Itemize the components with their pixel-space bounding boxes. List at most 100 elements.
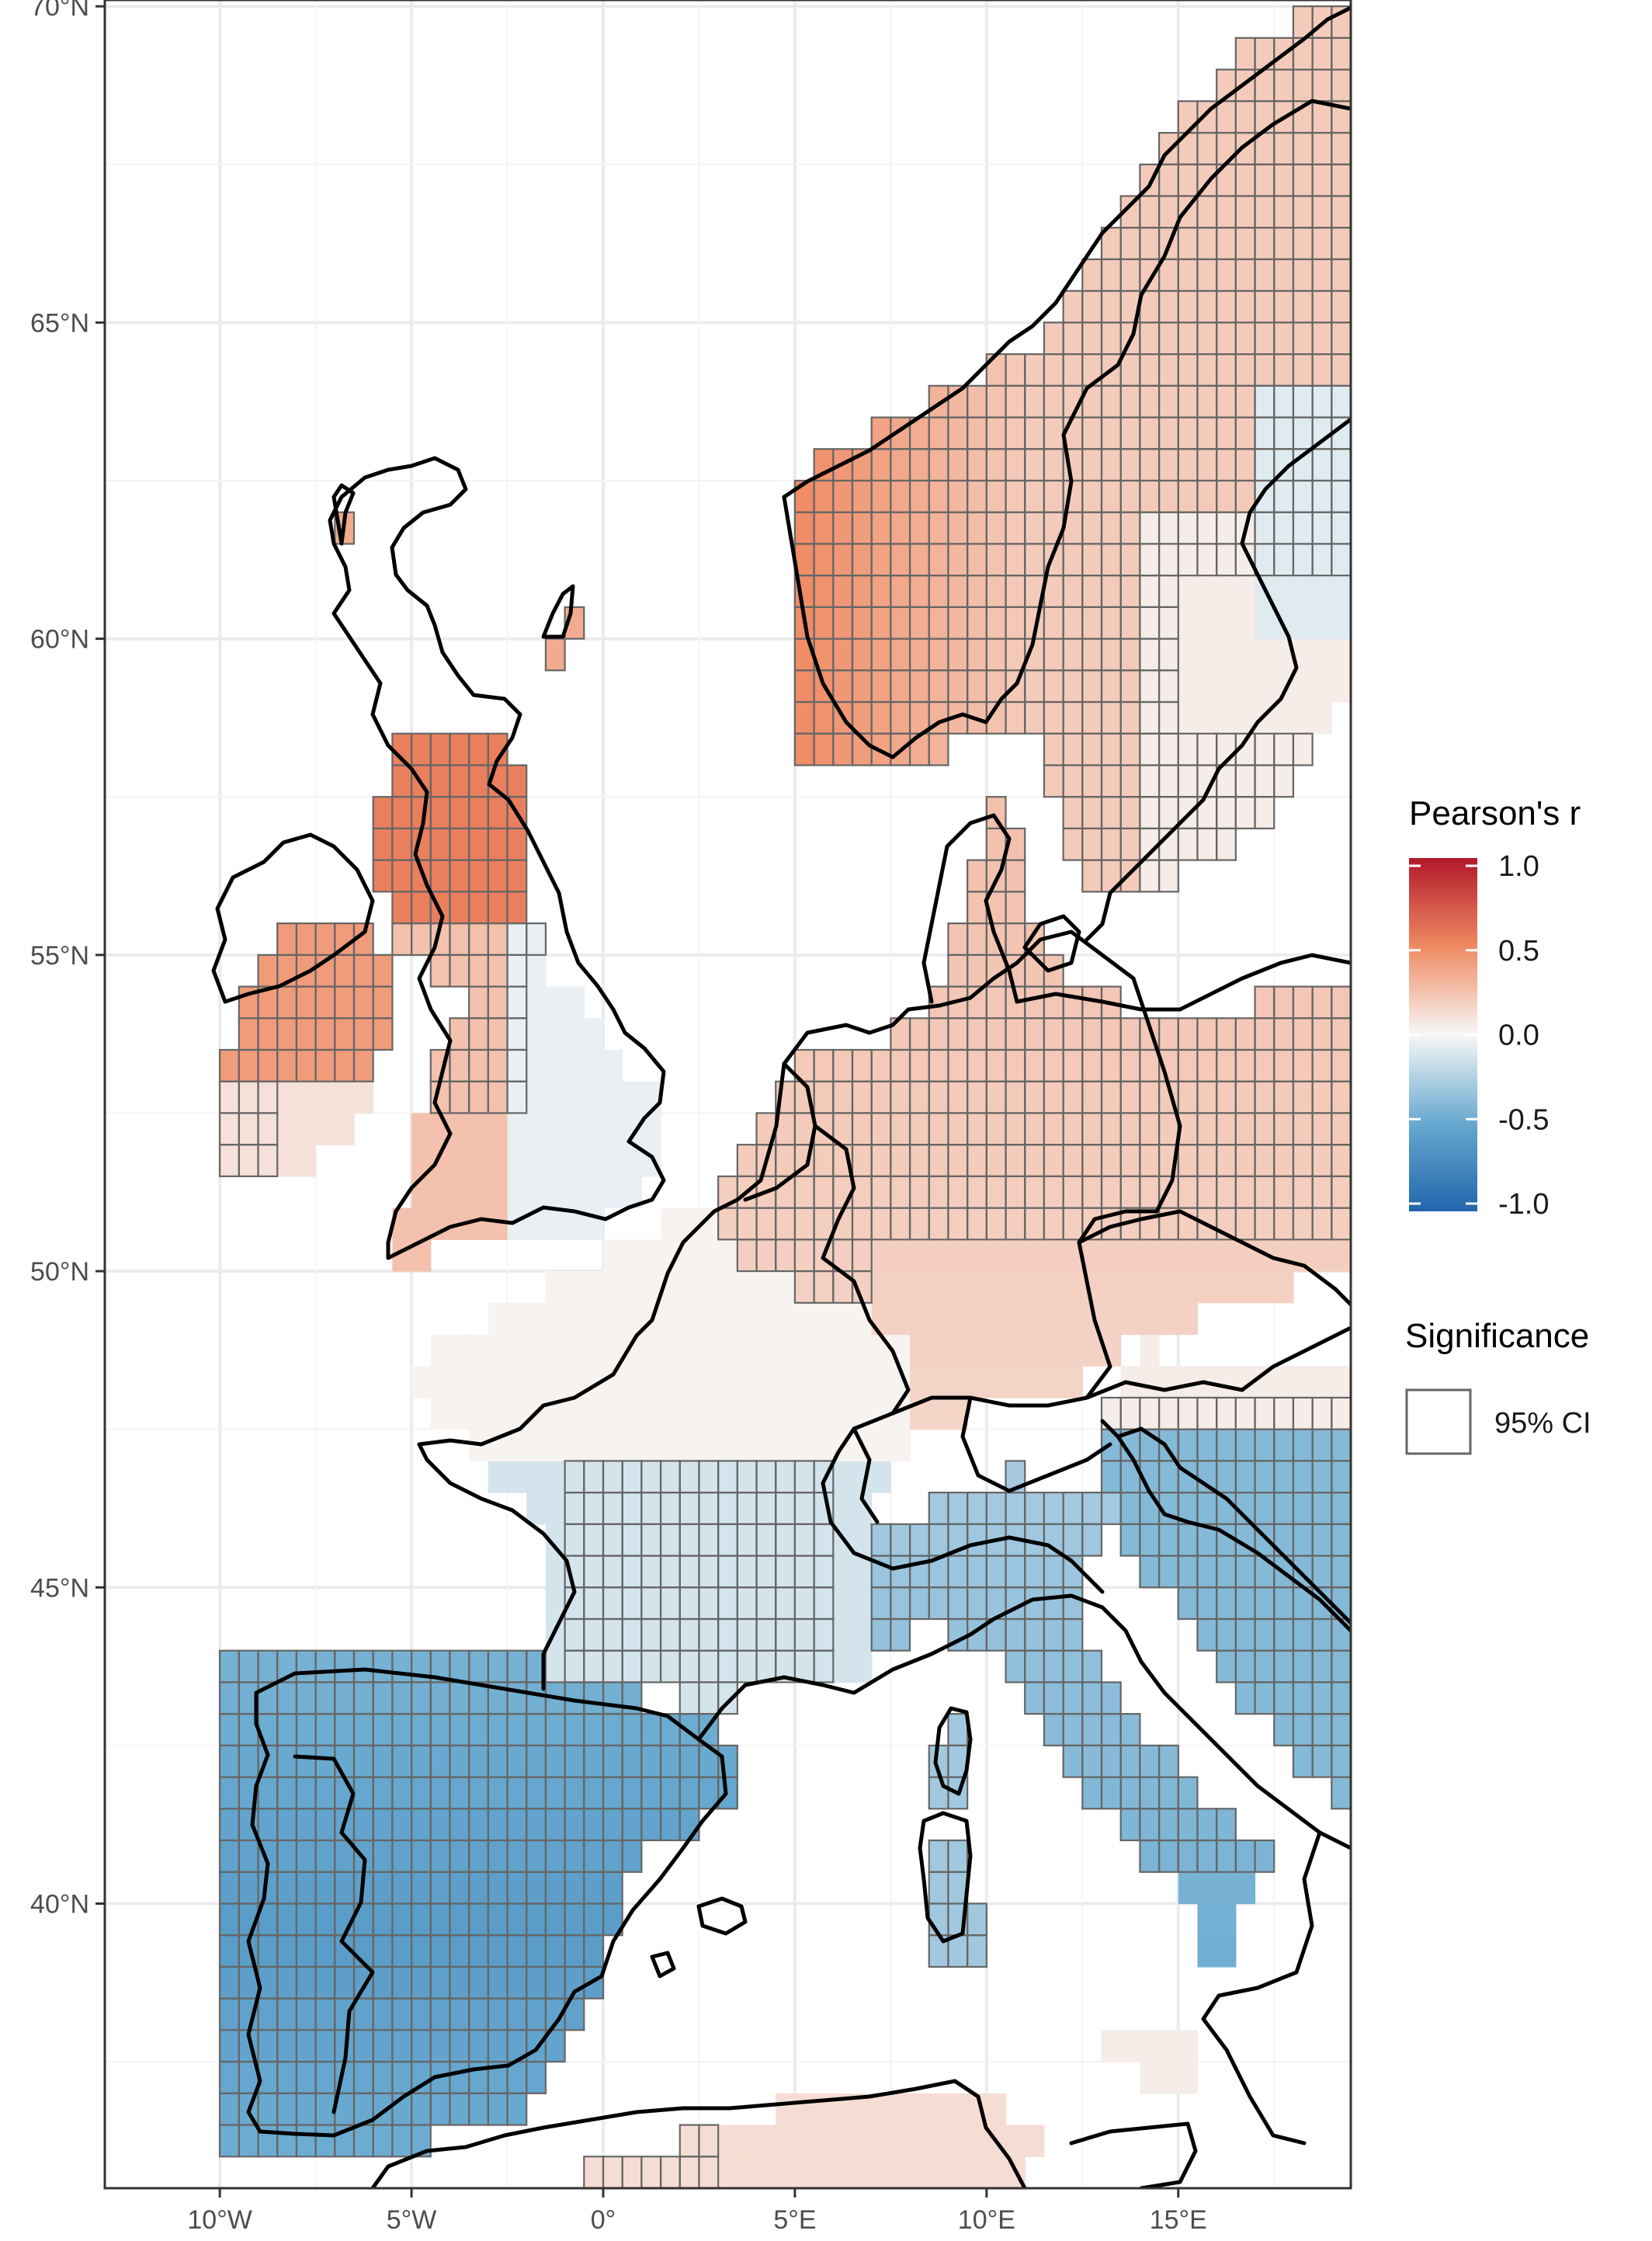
correlation-cell xyxy=(1063,1302,1083,1336)
correlation-cell xyxy=(641,1239,661,1272)
correlation-cell xyxy=(315,2030,335,2062)
correlation-cell xyxy=(928,670,949,703)
correlation-cell xyxy=(238,1018,259,1051)
correlation-cell xyxy=(699,1682,719,1715)
correlation-cell xyxy=(661,1302,681,1336)
correlation-cell xyxy=(1025,1113,1045,1145)
correlation-cell xyxy=(584,1334,604,1367)
correlation-cell xyxy=(1255,1207,1275,1240)
correlation-cell xyxy=(373,2030,393,2062)
correlation-cell xyxy=(1120,1302,1140,1336)
correlation-cell xyxy=(584,1397,604,1430)
correlation-cell xyxy=(1235,1650,1256,1683)
correlation-cell xyxy=(488,2030,508,2062)
correlation-cell xyxy=(1025,417,1045,450)
correlation-cell xyxy=(1312,164,1332,197)
correlation-cell xyxy=(1178,417,1199,450)
correlation-cell xyxy=(1063,702,1083,735)
correlation-cell xyxy=(928,1524,949,1557)
correlation-cell xyxy=(258,1081,278,1114)
correlation-cell xyxy=(794,1271,815,1304)
correlation-cell xyxy=(948,2156,968,2188)
correlation-cell xyxy=(699,1587,719,1620)
correlation-cell xyxy=(1293,164,1314,197)
correlation-cell xyxy=(1197,290,1217,323)
correlation-cell xyxy=(737,1461,758,1493)
correlation-cell xyxy=(890,1176,911,1209)
correlation-cell xyxy=(986,1366,1007,1398)
correlation-cell xyxy=(1216,1145,1237,1177)
correlation-cell xyxy=(526,1777,547,1809)
border-norway-sweden xyxy=(1015,99,1351,686)
correlation-cell xyxy=(1120,385,1140,419)
correlation-cell xyxy=(661,1397,681,1430)
correlation-cell xyxy=(1216,1397,1237,1430)
correlation-cell xyxy=(1159,670,1179,703)
legend: Pearson's r 1.00.50.0-0.5-1.0 Significan… xyxy=(1405,794,1591,1455)
correlation-cell xyxy=(392,1935,412,1968)
legend-colorbar-labels: 1.00.50.0-0.5-1.0 xyxy=(1409,850,1549,1221)
correlation-cell xyxy=(1331,259,1351,292)
correlation-cell xyxy=(354,954,374,988)
correlation-cell xyxy=(1331,1714,1351,1746)
correlation-cell xyxy=(986,417,1007,450)
correlation-cell xyxy=(928,606,949,640)
correlation-cell xyxy=(430,797,451,829)
correlation-cell xyxy=(526,986,547,1019)
correlation-cell xyxy=(296,1745,317,1778)
correlation-cell xyxy=(1331,606,1351,640)
correlation-cell xyxy=(296,1998,317,2031)
correlation-cell xyxy=(1102,1176,1122,1209)
correlation-cell xyxy=(1216,1555,1237,1588)
correlation-cell xyxy=(967,1524,987,1557)
coast-gulf-of-lion xyxy=(696,1593,1351,1850)
correlation-cell xyxy=(564,1397,585,1430)
correlation-cell xyxy=(948,1113,968,1145)
correlation-cell xyxy=(871,2093,891,2126)
correlation-cell xyxy=(948,1271,968,1304)
correlation-cell xyxy=(1043,1207,1064,1240)
correlation-cell xyxy=(1197,354,1217,387)
correlation-cell xyxy=(277,923,297,956)
correlation-cell xyxy=(1178,1871,1199,1905)
correlation-cell xyxy=(1025,1145,1045,1177)
correlation-cell xyxy=(756,1397,776,1430)
correlation-cell xyxy=(1293,1618,1314,1652)
correlation-cell xyxy=(1255,1618,1275,1652)
colorbar-label: 0.5 xyxy=(1498,935,1539,968)
correlation-cell xyxy=(315,1903,335,1936)
correlation-cell xyxy=(1005,1492,1026,1525)
correlation-cell xyxy=(1140,733,1160,766)
correlation-cell xyxy=(449,2062,470,2094)
correlation-cell xyxy=(718,1650,738,1683)
correlation-cell xyxy=(1293,1113,1314,1145)
correlation-cell xyxy=(1331,512,1351,545)
correlation-cell xyxy=(871,1145,891,1177)
correlation-cell xyxy=(986,1207,1007,1240)
correlation-cell xyxy=(411,1966,432,2000)
correlation-cell xyxy=(1293,417,1314,450)
correlation-cell xyxy=(1197,1871,1217,1905)
correlation-cell xyxy=(948,1018,968,1051)
correlation-cell xyxy=(1063,322,1083,355)
correlation-cell xyxy=(392,2125,412,2157)
correlation-cell xyxy=(890,1113,911,1145)
correlation-cell xyxy=(910,512,930,545)
correlation-cell xyxy=(449,1682,470,1715)
correlation-cell xyxy=(411,1714,432,1746)
correlation-cell xyxy=(1235,575,1256,608)
correlation-cell xyxy=(967,480,987,513)
correlation-cell xyxy=(948,1239,968,1272)
correlation-cell xyxy=(622,1840,642,1873)
correlation-cell xyxy=(967,544,987,576)
correlation-cell xyxy=(794,1524,815,1557)
correlation-cell xyxy=(315,1018,335,1051)
coast-great-britain xyxy=(328,456,666,1260)
correlation-cell xyxy=(545,1145,566,1177)
correlation-cell xyxy=(871,1049,891,1082)
correlation-cell xyxy=(392,891,412,924)
correlation-cell xyxy=(564,1492,585,1525)
correlation-cell xyxy=(258,1935,278,1968)
correlation-cell xyxy=(1293,1176,1314,1209)
correlation-cell xyxy=(449,1397,470,1430)
